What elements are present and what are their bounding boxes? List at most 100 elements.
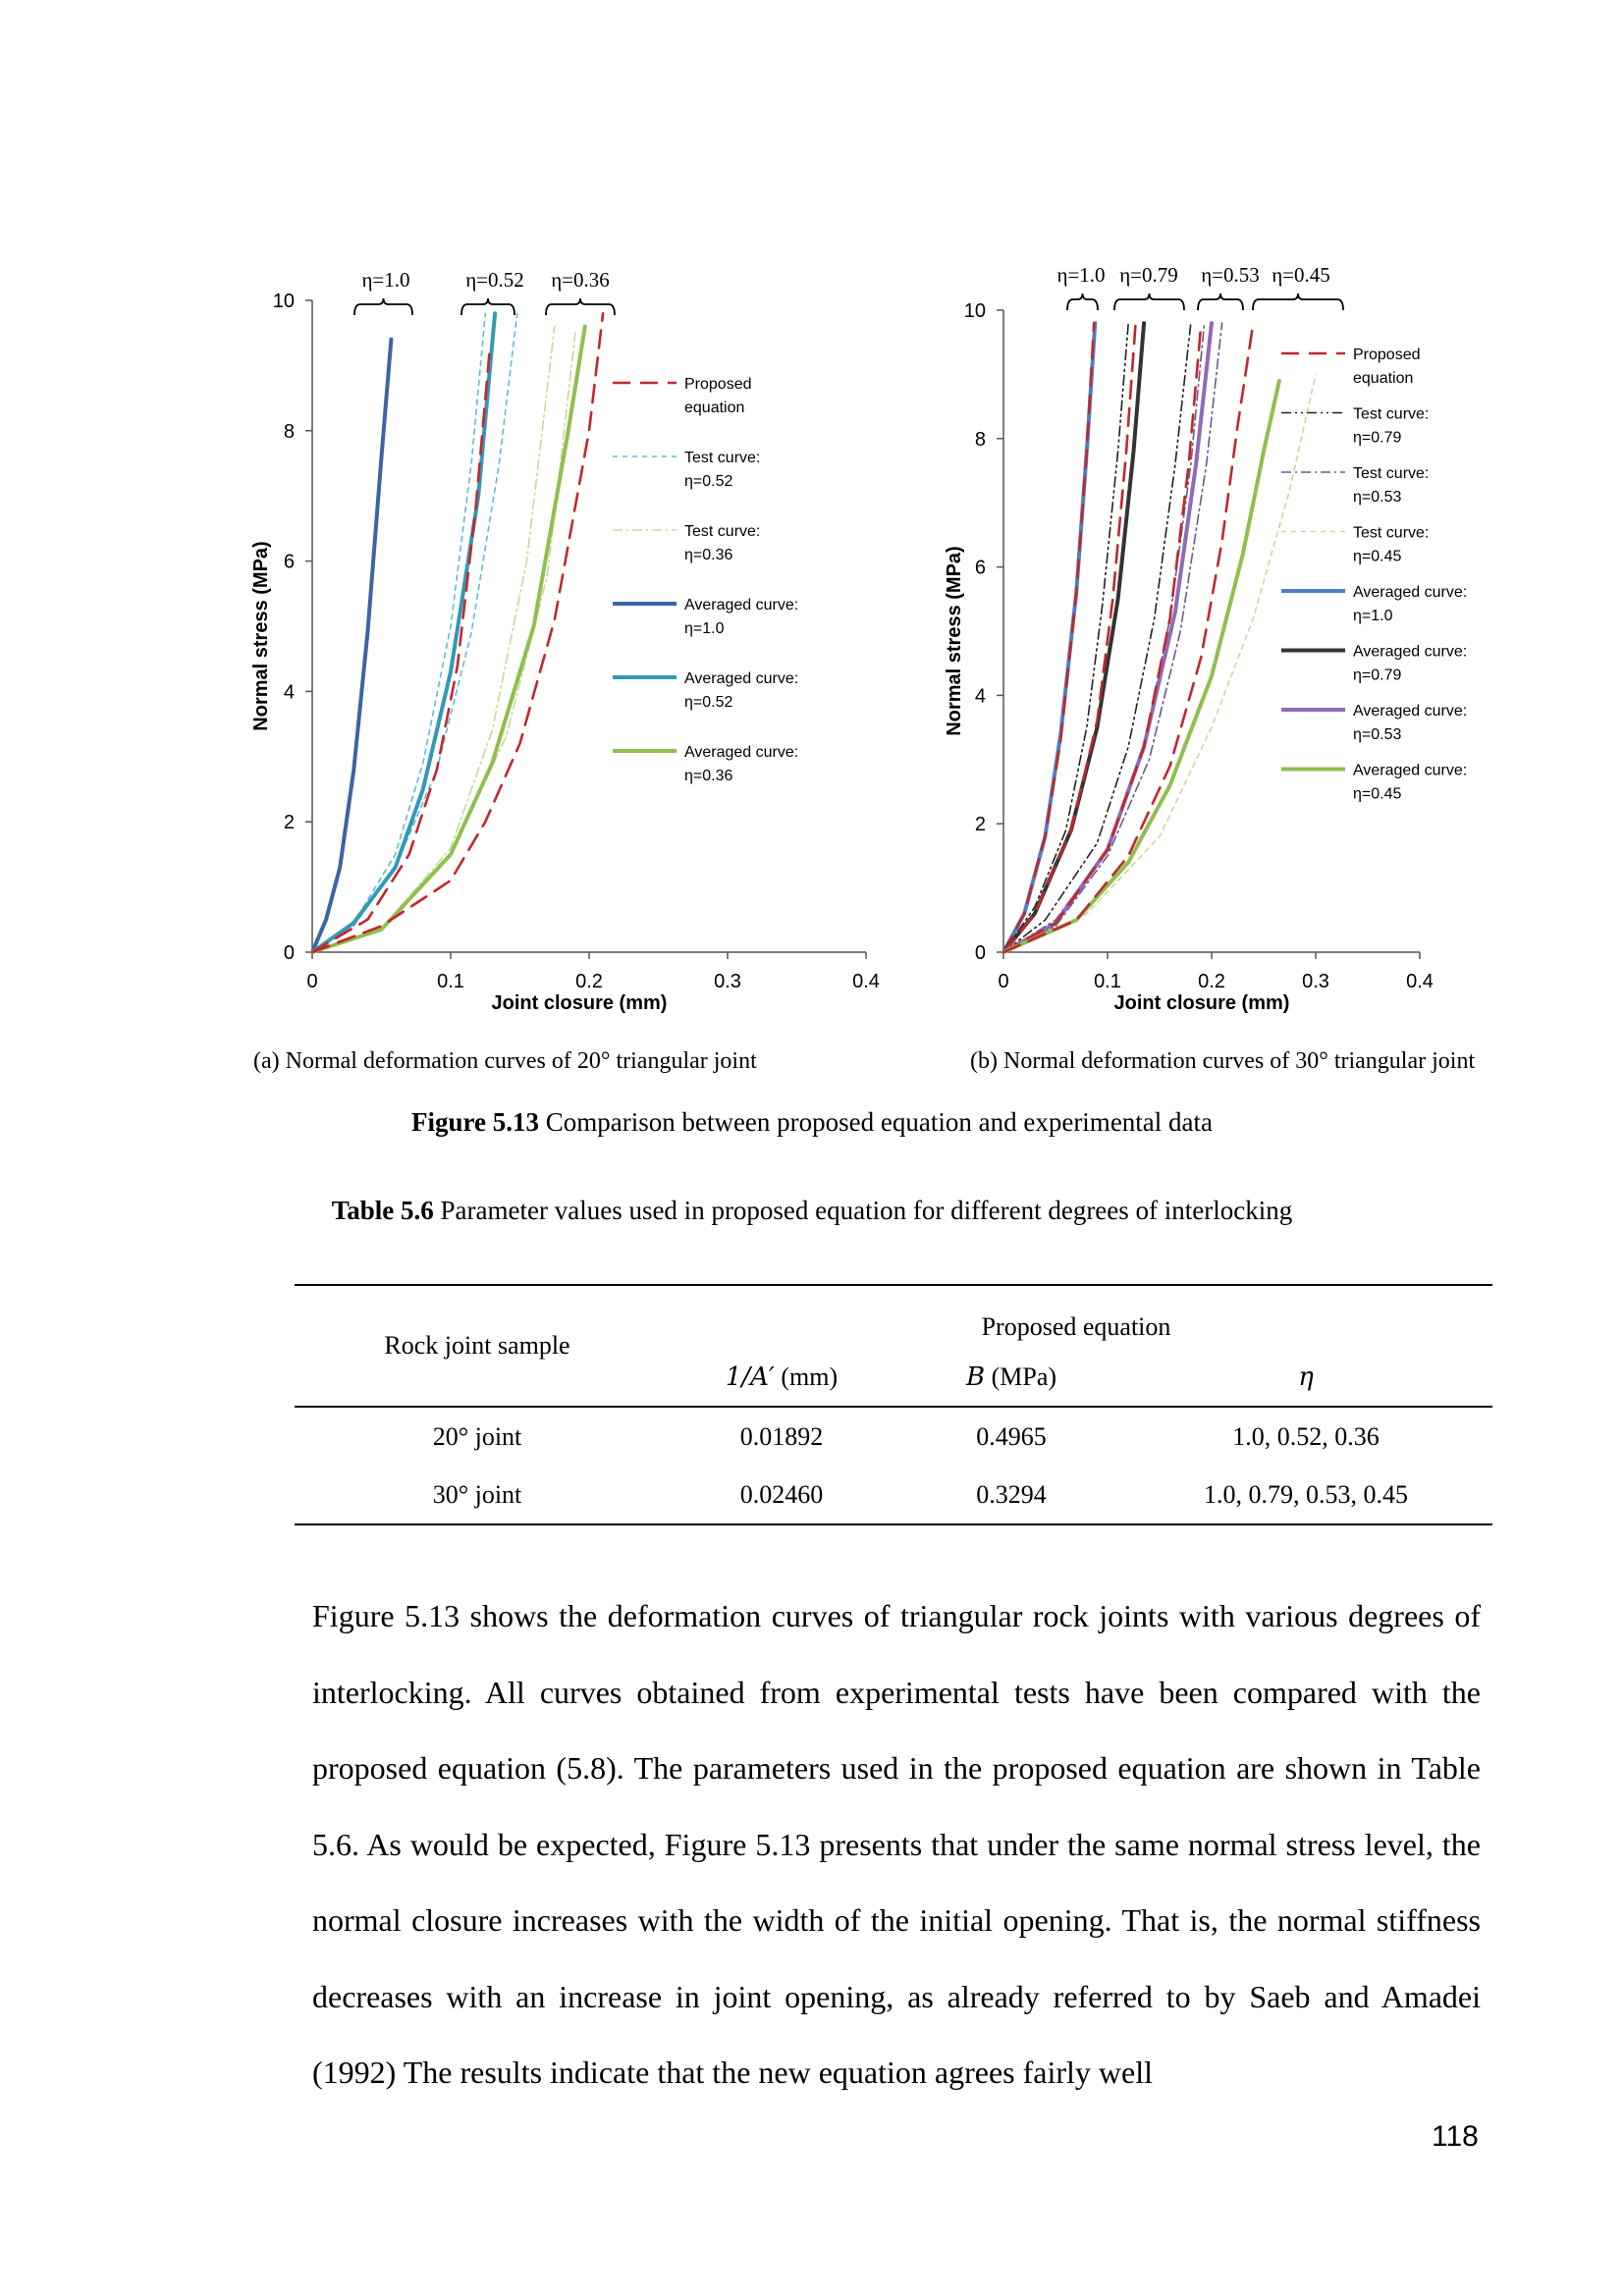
legend-label: Test curve:	[1353, 406, 1429, 423]
y-tick-label: 0	[284, 942, 295, 964]
table-header-row-2: 1/A′ (mm) B (MPa) η	[295, 1348, 1492, 1407]
legend-label: Averaged curve:	[1353, 703, 1467, 720]
col-header-eta-symbol: η	[1298, 1362, 1314, 1392]
legend-label: Averaged curve:	[1353, 763, 1467, 779]
eta-brace	[460, 297, 515, 316]
group-header-cell: Proposed equation	[981, 1312, 1171, 1341]
table-cell: 30° joint	[432, 1479, 522, 1509]
series-line	[1001, 321, 1255, 954]
body-paragraph: Figure 5.13 shows the deformation curves…	[312, 1598, 1481, 2090]
eta-brace	[353, 297, 413, 316]
col-header-a-symbol: 1/A′	[725, 1362, 775, 1392]
y-tick-label: 4	[975, 685, 986, 707]
col-header-eta: η	[1119, 1348, 1492, 1407]
series-line	[310, 337, 394, 954]
legend-label: η=1.0	[684, 620, 725, 637]
table-cell: 1.0, 0.79, 0.53, 0.45	[1204, 1479, 1408, 1509]
y-tick-label: 2	[975, 814, 986, 835]
y-axis-label: Normal stress (MPa)	[944, 546, 965, 735]
table-cell: 0.02460	[739, 1479, 824, 1509]
series-line	[310, 312, 605, 954]
x-tick-label: 0.1	[1094, 971, 1121, 992]
legend-label: Test curve:	[1353, 525, 1429, 542]
y-tick-label: 8	[284, 421, 295, 443]
legend-label: η=0.53	[1353, 489, 1401, 506]
legend-label: Test curve:	[684, 523, 760, 540]
table-cell: 1.0, 0.52, 0.36	[1232, 1421, 1380, 1451]
y-tick-label: 0	[975, 942, 986, 964]
x-tick-label: 0.3	[1302, 971, 1329, 992]
table-cell: 0.4965	[976, 1421, 1047, 1451]
eta-label: η=0.36	[551, 268, 610, 292]
legend-label: Averaged curve:	[684, 744, 798, 761]
legend-label: equation	[684, 400, 744, 416]
y-tick-label: 10	[964, 300, 986, 322]
y-tick-label: 8	[975, 429, 986, 451]
series-line	[310, 311, 498, 954]
legend-label: equation	[1353, 370, 1413, 387]
eta-brace	[545, 297, 616, 316]
x-tick-label: 0	[306, 971, 317, 992]
x-axis-label: Joint closure (mm)	[1114, 992, 1290, 1014]
legend-label: η=0.36	[684, 768, 732, 784]
table-caption-text: Parameter values used in proposed equati…	[433, 1196, 1293, 1225]
parameter-table: Rock joint sample Proposed equation 1/A′…	[295, 1284, 1492, 1525]
legend-label: η=0.79	[1353, 667, 1401, 684]
y-tick-label: 2	[284, 812, 295, 833]
series-line	[1001, 321, 1098, 954]
series-line	[1002, 322, 1192, 953]
figure-caption-text: Comparison between proposed equation and…	[538, 1107, 1214, 1137]
figure-caption: Figure 5.13 Comparison between proposed …	[0, 1107, 1624, 1138]
eta-label: η=1.0	[1056, 263, 1105, 287]
legend-label: η=0.36	[684, 547, 732, 563]
eta-label: η=0.45	[1272, 263, 1330, 287]
legend-label: η=0.52	[684, 694, 732, 711]
legend-label: η=0.45	[1353, 786, 1401, 803]
col-header-b-symbol: B	[965, 1362, 986, 1392]
legend-label: Proposed	[1353, 347, 1421, 363]
legend-label: Averaged curve:	[1353, 644, 1467, 661]
y-tick-label: 6	[975, 558, 986, 579]
eta-label: η=0.52	[465, 268, 524, 292]
col-header-b-unit: (MPa)	[985, 1362, 1057, 1391]
eta-label: η=0.53	[1201, 263, 1260, 287]
legend-label: Proposed	[684, 376, 752, 393]
series-line	[1002, 322, 1223, 953]
series-line	[310, 350, 491, 954]
figure-caption-label: Figure 5.13	[410, 1107, 539, 1137]
eta-brace	[1252, 293, 1344, 311]
legend-label: η=1.0	[1353, 608, 1393, 624]
series-line	[1002, 373, 1317, 953]
table-cell: 0.01892	[739, 1421, 824, 1451]
legend-label: Averaged curve:	[684, 597, 798, 614]
x-tick-label: 0.2	[1198, 971, 1225, 992]
x-tick-label: 0.1	[437, 971, 464, 992]
eta-brace	[1113, 293, 1185, 311]
series-line	[1001, 321, 1096, 954]
col-header-b: B (MPa)	[903, 1348, 1119, 1407]
y-axis-label: Normal stress (MPa)	[250, 541, 272, 730]
table-header-row-1: Rock joint sample Proposed equation	[295, 1285, 1492, 1360]
legend-label: η=0.52	[684, 473, 732, 490]
row-header-cell: Rock joint sample	[384, 1331, 570, 1360]
legend-label: Test curve:	[684, 450, 760, 466]
eta-label: η=1.0	[361, 268, 409, 292]
eta-brace	[1066, 293, 1099, 311]
series-line	[1001, 321, 1137, 954]
legend-label: Averaged curve:	[684, 670, 798, 687]
series-line	[310, 324, 587, 954]
series-line	[1001, 378, 1281, 954]
table-cell: 0.3294	[976, 1479, 1047, 1509]
eta-brace	[1197, 293, 1244, 311]
x-tick-label: 0.4	[852, 971, 880, 992]
legend-label: Averaged curve:	[1353, 584, 1467, 601]
series-line	[1001, 321, 1203, 954]
figure-charts: 0 2 4 6 8 10 0 0.1 0.2 0.3 0.4 Joint closure (mm) No…	[250, 263, 1467, 1014]
x-tick-label: 0.2	[575, 971, 603, 992]
eta-label: η=0.79	[1119, 263, 1178, 287]
legend-label: η=0.79	[1353, 430, 1401, 447]
page-number: 118	[1432, 2120, 1479, 2153]
y-tick-label: 6	[284, 552, 295, 573]
legend-label: Test curve:	[1353, 465, 1429, 482]
